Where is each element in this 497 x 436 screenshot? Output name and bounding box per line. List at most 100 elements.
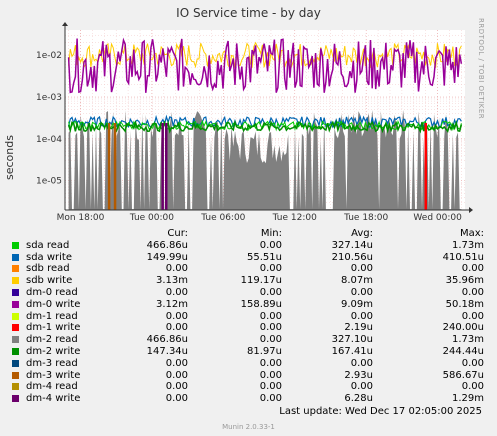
- legend-series-name: dm-0 read: [26, 286, 78, 298]
- legend-swatch: [12, 336, 19, 344]
- legend-cur: 0.00: [165, 369, 188, 381]
- legend-cur: 0.00: [165, 322, 188, 334]
- series-dm-3-write: [107, 122, 111, 210]
- legend-max: 0.00: [461, 286, 484, 298]
- x-tick-label: Tue 18:00: [343, 213, 388, 223]
- rrdtool-credit: RRDTOOL / TOBI OETIKER: [477, 18, 485, 120]
- legend-swatch: [12, 359, 19, 367]
- legend-max: 244.44u: [442, 345, 484, 357]
- legend-cur: 466.86u: [146, 334, 188, 346]
- legend-min: 0.00: [259, 357, 282, 369]
- legend-min: 0.00: [259, 322, 282, 334]
- x-tick-label: Mon 18:00: [57, 213, 105, 223]
- legend-max: 586.67u: [442, 369, 484, 381]
- x-tick-label: Tue 12:00: [272, 213, 317, 223]
- legend-avg: 210.56u: [331, 251, 373, 263]
- legend-series-name: sdb write: [26, 275, 73, 287]
- legend-swatch: [12, 265, 19, 273]
- legend-series-name: dm-3 write: [26, 369, 81, 381]
- legend-avg: 0.00: [350, 263, 373, 275]
- series-dm-3-write: [113, 122, 117, 210]
- x-tick-label: Tue 00:00: [129, 213, 174, 223]
- legend-cur: 0.00: [165, 381, 188, 393]
- legend-series-name: dm-3 read: [26, 357, 78, 369]
- legend-min: 0.00: [259, 369, 282, 381]
- legend-avg: 2.93u: [344, 369, 373, 381]
- legend-avg: 327.14u: [331, 239, 373, 251]
- legend-swatch: [12, 300, 19, 308]
- legend-min: 0.00: [259, 393, 282, 405]
- legend-min: 55.51u: [247, 251, 282, 263]
- legend-header-max: Max:: [459, 228, 484, 239]
- legend-series-name: sda write: [26, 251, 73, 263]
- legend-avg: 9.09m: [340, 298, 373, 310]
- x-tick-label: Tue 06:00: [200, 213, 245, 223]
- legend-header-min: Min:: [260, 228, 282, 239]
- series-dm-2-write: [67, 119, 463, 134]
- legend-series-name: sda read: [26, 239, 70, 251]
- legend-max: 410.51u: [442, 251, 484, 263]
- legend-swatch: [12, 324, 19, 332]
- legend-max: 0.00: [461, 310, 484, 322]
- legend-min: 119.17u: [240, 275, 282, 287]
- legend-cur: 0.00: [165, 357, 188, 369]
- legend-cur: 147.34u: [146, 345, 188, 357]
- legend-max: 35.96m: [445, 275, 484, 287]
- legend-swatch: [12, 371, 19, 379]
- legend-cur: 149.99u: [146, 251, 188, 263]
- legend-cur: 0.00: [165, 286, 188, 298]
- series-dm-0-write: [67, 37, 463, 94]
- legend-max: 240.00u: [442, 322, 484, 334]
- series-sdb-write: [68, 41, 462, 70]
- legend-avg: 0.00: [350, 286, 373, 298]
- legend-cur: 0.00: [165, 393, 188, 405]
- legend-swatch: [12, 383, 19, 391]
- y-tick-label: 1e-03: [36, 93, 62, 103]
- legend-swatch: [12, 277, 19, 285]
- legend-min: 0.00: [259, 239, 282, 251]
- legend-series-name: sdb read: [26, 263, 70, 275]
- legend-max: 1.29m: [451, 393, 484, 405]
- series-dm-1-write: [424, 122, 428, 210]
- legend-series-name: dm-0 write: [26, 298, 81, 310]
- y-tick-label: 1e-02: [36, 51, 62, 61]
- legend-swatch: [12, 347, 19, 355]
- x-axis-arrow: [469, 207, 473, 213]
- legend-swatch: [12, 288, 19, 296]
- legend-avg: 0.00: [350, 357, 373, 369]
- series-dm-4-write: [165, 122, 168, 210]
- legend-min: 0.00: [259, 310, 282, 322]
- chart-title: IO Service time - by day: [176, 6, 321, 20]
- legend-min: 0.00: [259, 381, 282, 393]
- legend-avg: 6.28u: [344, 393, 373, 405]
- legend-header-cur: Cur:: [167, 228, 188, 239]
- legend-cur: 0.00: [165, 263, 188, 275]
- legend-min: 81.97u: [247, 345, 282, 357]
- legend-swatch: [12, 253, 19, 261]
- legend-max: 0.00: [461, 357, 484, 369]
- legend-avg: 327.10u: [331, 334, 373, 346]
- series-dm-4-write: [161, 122, 164, 210]
- legend-header-avg: Avg:: [351, 228, 373, 239]
- legend-series-name: dm-2 write: [26, 345, 81, 357]
- legend-cur: 3.13m: [155, 275, 188, 287]
- legend-avg: 0.00: [350, 381, 373, 393]
- legend-series-name: dm-4 read: [26, 381, 78, 393]
- legend-avg: 0.00: [350, 310, 373, 322]
- legend-max: 0.00: [461, 381, 484, 393]
- legend-swatch: [12, 312, 19, 320]
- legend-min: 0.00: [259, 263, 282, 275]
- munin-version: Munin 2.0.33-1: [222, 423, 275, 431]
- legend-max: 1.73m: [451, 239, 484, 251]
- legend-max: 50.18m: [445, 298, 484, 310]
- legend-avg: 167.41u: [331, 345, 373, 357]
- chart-plot: 1e-05 1e-04 1e-03 1e-02 Mon 18:00 Tue 00:00 Tu…: [36, 22, 473, 223]
- legend-series-name: dm-2 read: [26, 334, 78, 346]
- legend-series-name: dm-4 write: [26, 393, 81, 405]
- legend-max: 1.73m: [451, 334, 484, 346]
- y-axis-arrow: [62, 22, 68, 26]
- y-tick-label: 1e-05: [36, 177, 62, 187]
- legend-swatch: [12, 395, 19, 403]
- last-update: Last update: Wed Dec 17 02:05:00 2025: [279, 406, 482, 417]
- legend-series-name: dm-1 write: [26, 322, 81, 334]
